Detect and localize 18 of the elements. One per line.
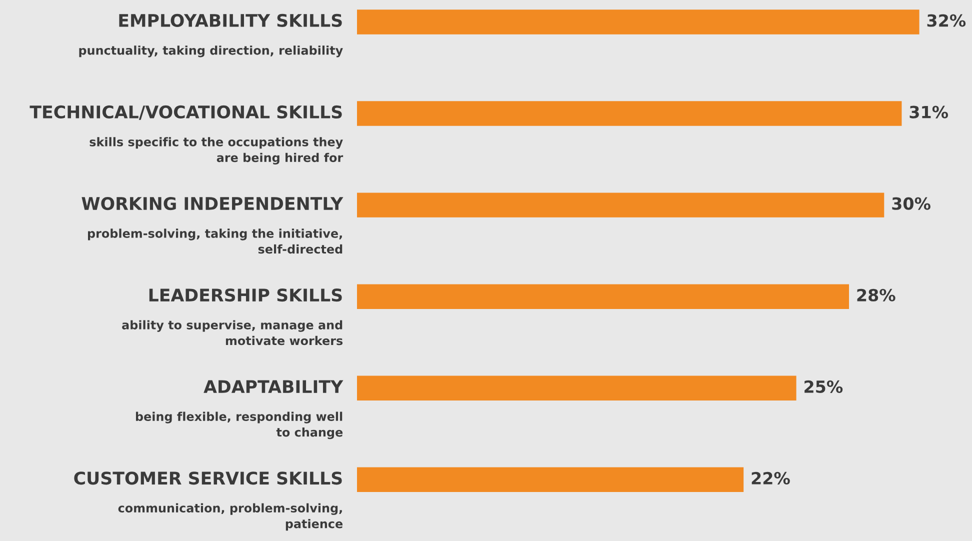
data-label: 30% bbox=[892, 197, 930, 210]
bar bbox=[357, 10, 920, 34]
y-tick-label: EMPLOYABILITY SKILLS punctuality, taking direction, reliability bbox=[79, 14, 343, 58]
bar bbox=[357, 101, 902, 126]
data-label: 28% bbox=[857, 288, 896, 302]
data-label: 32% bbox=[927, 14, 966, 27]
data-label: 22% bbox=[752, 472, 790, 485]
y-tick-label: WORKING INDEPENDENTLY problem-solving, taking the initiative, self-directed bbox=[82, 196, 344, 254]
data-label: 25% bbox=[804, 380, 843, 393]
y-tick-label: CUSTOMER SERVICE SKILLS communication, problem-solving, patience bbox=[74, 472, 343, 531]
y-tick-label: ADAPTABILITY being flexible, responding well to change bbox=[136, 380, 344, 440]
bar bbox=[357, 284, 849, 309]
bar bbox=[357, 376, 796, 400]
y-tick-label: TECHNICAL/VOCATIONAL SKILLS skills specific to the occupations they are being hired for bbox=[30, 105, 344, 165]
y-tick-label: LEADERSHIP SKILLS ability to supervise, manage and motivate workers bbox=[122, 288, 343, 346]
bar bbox=[357, 192, 884, 218]
data-label: 31% bbox=[910, 106, 948, 118]
bar bbox=[357, 467, 744, 492]
